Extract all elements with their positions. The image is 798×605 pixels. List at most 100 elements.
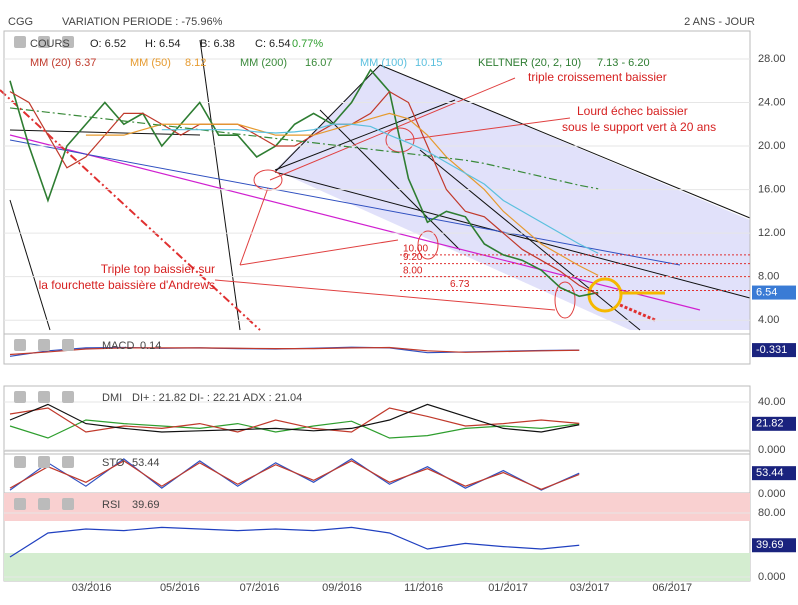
y-tick-label: 20.00 — [758, 140, 786, 152]
legend-name: MM (100) — [360, 57, 407, 69]
panel-icon — [14, 339, 26, 351]
y-tick-label: 0.000 — [758, 444, 786, 456]
level-label: 6.73 — [450, 279, 470, 290]
oversold-zone — [4, 553, 750, 581]
legend-value: 8.12 — [185, 57, 206, 69]
level-label: 9.20 — [403, 252, 423, 263]
legend-value: 10.15 — [415, 57, 443, 69]
series-line — [9, 526, 580, 558]
last-tag — [752, 466, 796, 481]
annotation: Lourd échec baissier — [577, 104, 688, 118]
y-tick-label: 16.00 — [758, 183, 786, 195]
legend-value: 7.13 - 6.20 — [597, 57, 650, 69]
legend-name: MM (20) — [30, 57, 71, 69]
level-label: 8.00 — [403, 265, 423, 276]
last-label: 6.54 — [756, 286, 777, 298]
panel-icon — [38, 498, 50, 510]
pitchfork-area — [275, 65, 750, 330]
panel-value: 0.14 — [140, 340, 161, 352]
panel-icon — [62, 36, 74, 48]
period: 2 ANS - JOUR — [684, 16, 755, 28]
series-line — [9, 68, 599, 298]
panel-value: 53.44 — [132, 457, 160, 469]
series-line — [161, 123, 599, 254]
last-label: 21.82 — [756, 418, 784, 430]
level-label: 10.00 — [403, 244, 428, 255]
panel-icon — [62, 456, 74, 468]
panel-icon — [38, 36, 50, 48]
panel — [3, 333, 751, 365]
series-line — [85, 112, 599, 276]
panel-icon — [14, 456, 26, 468]
symbol: CGG — [8, 16, 33, 28]
trend-line — [9, 134, 701, 311]
x-tick-label: 11/2016 — [404, 582, 443, 594]
legend-value: 6.37 — [75, 57, 96, 69]
ohlc-label: O: 6.52 — [90, 38, 126, 50]
x-tick-label: 03/2017 — [570, 582, 610, 594]
last-label: -0.331 — [756, 344, 787, 356]
arrow — [619, 303, 656, 322]
series-line — [9, 407, 580, 433]
y-tick-label: 8.00 — [758, 271, 779, 283]
last-tag — [752, 416, 796, 431]
ohlc-label: H: 6.54 — [145, 38, 180, 50]
panel-icon — [38, 456, 50, 468]
panel-value: DI+ : 21.82 DI- : 22.21 ADX : 21.04 — [132, 392, 302, 404]
last-tag — [752, 285, 796, 300]
x-tick-label: 06/2017 — [652, 582, 692, 594]
series-line — [9, 403, 580, 433]
series-line — [9, 90, 599, 295]
ohlc-label: C: 6.54 — [255, 38, 290, 50]
series-line — [9, 346, 580, 356]
panel-icon — [14, 498, 26, 510]
panel-icon — [14, 36, 26, 48]
panel — [3, 385, 751, 455]
trend-line — [9, 139, 681, 266]
variation: VARIATION PERIODE : -75.96% — [62, 16, 223, 28]
annotation: sous le support vert à 20 ans — [562, 120, 716, 134]
legend-name: KELTNER (20, 2, 10) — [478, 57, 581, 69]
y-tick-label: 24.00 — [758, 96, 786, 108]
y-tick-label: 4.00 — [758, 314, 779, 326]
x-tick-label: 01/2017 — [488, 582, 528, 594]
panel-value: 39.69 — [132, 499, 160, 511]
y-tick-label: 12.00 — [758, 227, 786, 239]
x-tick-label: 03/2016 — [72, 582, 112, 594]
series-line — [9, 460, 580, 490]
panel-icon — [62, 391, 74, 403]
panel-title: DMI — [102, 392, 122, 404]
panel-title: STO — [102, 457, 125, 469]
annotation: triple croissement baissier — [528, 70, 667, 84]
last-tag — [752, 538, 796, 553]
legend-value: 16.07 — [305, 57, 333, 69]
last-tag — [752, 343, 796, 358]
panel-icon — [62, 498, 74, 510]
panel-title: MACD — [102, 340, 134, 352]
annotation: Triple top baissier sur — [101, 262, 215, 276]
panel-icon — [38, 339, 50, 351]
y-tick-label: 0.000 — [758, 488, 786, 500]
panel-icon — [14, 391, 26, 403]
change-label: 0.77% — [292, 38, 323, 50]
panel-title: RSI — [102, 499, 120, 511]
annotation: la fourchette baissière d'Andrews — [39, 278, 215, 292]
x-tick-label: 07/2016 — [240, 582, 280, 594]
ohlc-label: B: 6.38 — [200, 38, 235, 50]
trend-line — [0, 89, 261, 331]
panel-icon — [62, 339, 74, 351]
y-tick-label: 80.00 — [758, 507, 786, 519]
x-tick-label: 05/2016 — [160, 582, 200, 594]
legend-name: MM (200) — [240, 57, 287, 69]
panel-icon — [38, 391, 50, 403]
legend-cours: COURS — [30, 38, 70, 50]
last-label: 53.44 — [756, 467, 784, 479]
series-line — [9, 107, 599, 190]
overbought-zone — [4, 493, 750, 521]
legend-name: MM (50) — [130, 57, 171, 69]
x-tick-label: 09/2016 — [322, 582, 362, 594]
last-label: 39.69 — [756, 539, 784, 551]
y-tick-label: 40.00 — [758, 396, 786, 408]
y-tick-label: 28.00 — [758, 53, 786, 65]
